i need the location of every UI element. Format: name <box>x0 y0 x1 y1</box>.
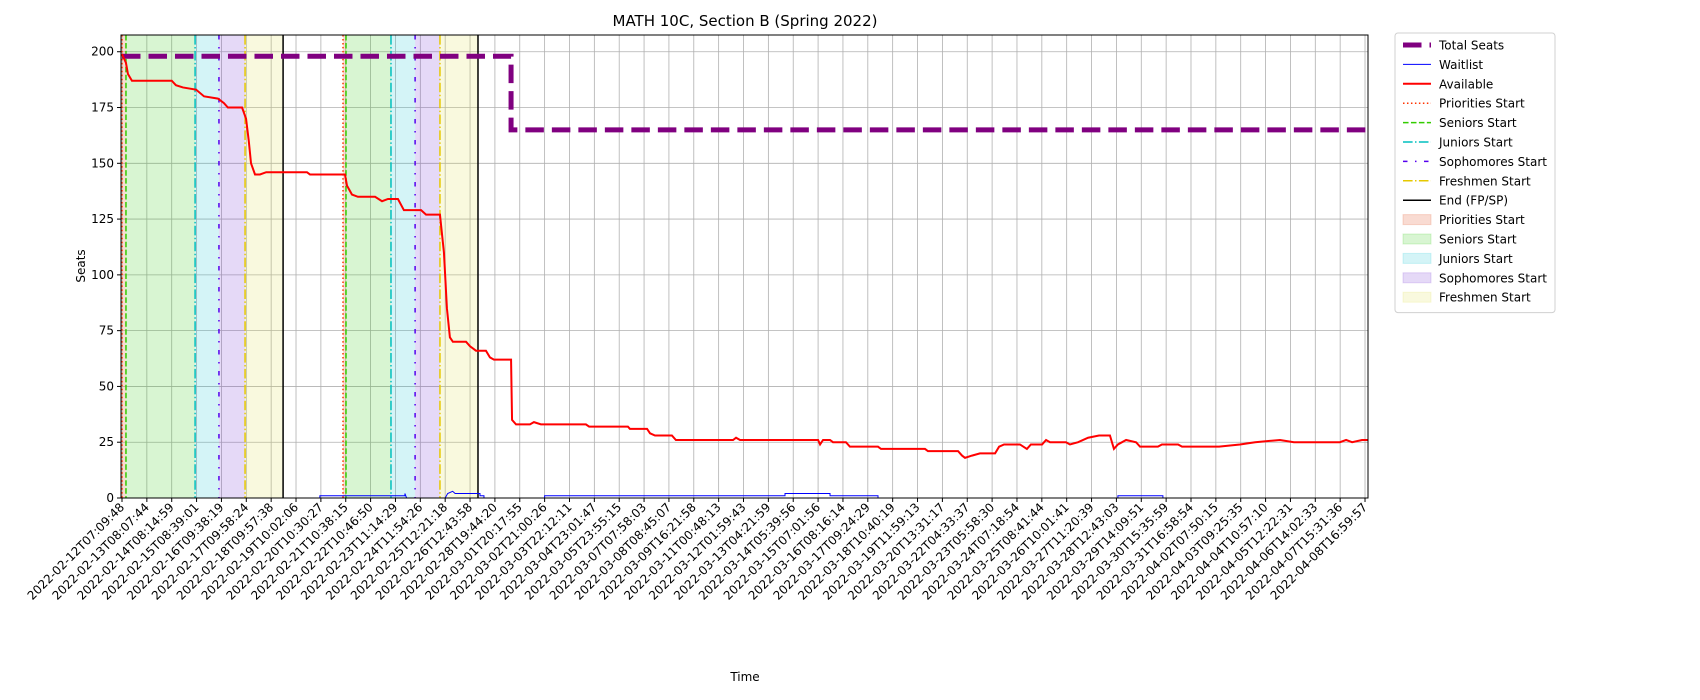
y-tick-label: 125 <box>91 212 114 226</box>
legend-label: Priorities Start <box>1439 213 1525 227</box>
spans <box>121 35 478 498</box>
y-tick-label: 100 <box>91 268 114 282</box>
span <box>218 35 246 498</box>
y-tick-label: 25 <box>99 435 114 449</box>
legend-swatch <box>1402 252 1432 264</box>
series <box>121 53 1368 498</box>
y-axis-label: Seats <box>74 249 88 282</box>
plot-frame <box>120 34 1369 499</box>
span <box>195 35 219 498</box>
y-tick-label: 200 <box>91 45 114 59</box>
span <box>439 35 478 498</box>
legend-box <box>1394 32 1556 314</box>
legend-label: Juniors Start <box>1438 136 1513 150</box>
vertical-lines <box>121 35 479 498</box>
x-axis-label: Time <box>729 670 759 684</box>
legend-label: Seniors Start <box>1439 233 1517 247</box>
span <box>125 35 196 498</box>
legend-label: Waitlist <box>1439 58 1483 72</box>
legend-swatch <box>1402 233 1432 245</box>
legend-label: Freshmen Start <box>1439 174 1531 188</box>
grid <box>121 35 1368 499</box>
legend-label: Available <box>1439 77 1493 91</box>
legend-label: End (FP/SP) <box>1439 194 1508 208</box>
legend-label: Total Seats <box>1438 39 1504 53</box>
span <box>345 35 391 498</box>
legend: Total Seats Waitlist Available Priorities S… <box>1394 32 1556 314</box>
y-tick-label: 150 <box>91 156 114 170</box>
series-line <box>121 490 1368 498</box>
span <box>121 35 126 498</box>
y-tick-label: 175 <box>91 101 114 115</box>
legend-label: Juniors Start <box>1438 252 1513 266</box>
chart-title: MATH 10C, Section B (Spring 2022) <box>613 12 878 30</box>
legend-label: Freshmen Start <box>1439 291 1531 305</box>
legend-swatch <box>1402 214 1432 226</box>
span <box>415 35 440 498</box>
span <box>245 35 284 498</box>
legend-label: Priorities Start <box>1439 97 1525 111</box>
legend-label: Seniors Start <box>1439 116 1517 130</box>
legend-swatch <box>1402 272 1432 284</box>
legend-label: Sophomores Start <box>1439 155 1547 169</box>
series-line <box>121 53 1368 459</box>
legend-label: Sophomores Start <box>1439 271 1547 285</box>
span <box>390 35 416 498</box>
y-tick-label: 50 <box>99 379 114 393</box>
y-tick-label: 75 <box>99 324 114 338</box>
span <box>343 35 346 498</box>
y-tick-label: 0 <box>106 491 114 505</box>
legend-swatch <box>1402 291 1432 303</box>
series-line <box>121 53 1368 133</box>
